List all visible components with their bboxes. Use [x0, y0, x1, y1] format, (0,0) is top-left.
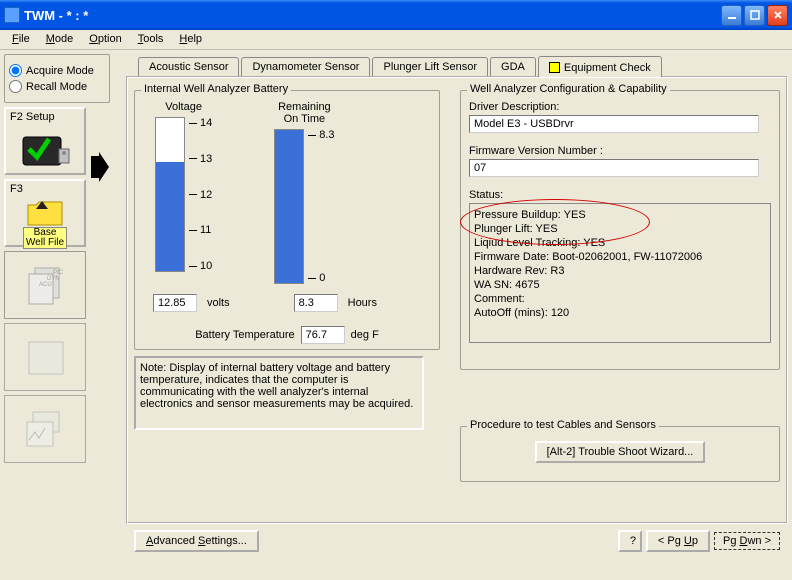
disabled-button-3 [4, 395, 86, 463]
menu-option[interactable]: Option [81, 30, 129, 49]
status-line: Plunger Lift: YES [474, 222, 766, 236]
tab-gda[interactable]: GDA [490, 57, 536, 76]
right-panel: Acoustic Sensor Dynamometer Sensor Plung… [112, 52, 790, 576]
note-text: Note: Display of internal battery voltag… [140, 362, 413, 410]
maximize-button[interactable] [744, 5, 765, 26]
voltage-bar [155, 117, 185, 272]
mode-groupbox: Acquire Mode Recall Mode [4, 54, 110, 103]
status-label: Status: [469, 189, 771, 201]
app-icon [4, 7, 20, 23]
disabled-button-1: P/C DYN ACU [4, 251, 86, 319]
note-panel: Note: Display of internal battery voltag… [134, 356, 424, 430]
status-line: Firmware Date: Boot-02062001, FW-1107200… [474, 250, 766, 264]
menubar: File Mode Option Tools Help [0, 30, 792, 50]
voltage-ticks: 1413121110 [185, 117, 212, 272]
voltage-value-input[interactable] [153, 294, 197, 312]
battery-temp-input[interactable] [301, 326, 345, 344]
config-groupbox: Well Analyzer Configuration & Capability… [460, 90, 780, 370]
disabled-button-2 [4, 323, 86, 391]
checkbox-icon [549, 62, 560, 73]
f2-label: F2 Setup [6, 109, 84, 125]
pgdn-button[interactable]: Pg Dwn > [714, 532, 780, 550]
remaining-units: Hours [348, 297, 377, 309]
remaining-label: Remaining On Time [278, 101, 331, 125]
bottom-row: Advanced Settings... ? < Pg Up Pg Dwn > [126, 524, 788, 558]
client-area: Acquire Mode Recall Mode F2 Setup F3 [0, 50, 792, 578]
procedure-title: Procedure to test Cables and Sensors [467, 419, 659, 431]
status-line: Pressure Buildup: YES [474, 208, 766, 222]
remaining-value-input[interactable] [294, 294, 338, 312]
voltage-label: Voltage [165, 101, 202, 113]
recall-mode-label: Recall Mode [26, 81, 87, 93]
remaining-bar [274, 129, 304, 284]
tab-plunger[interactable]: Plunger Lift Sensor [372, 57, 488, 76]
acquire-mode-label: Acquire Mode [26, 65, 94, 77]
tab-equipment-check[interactable]: Equipment Check [538, 56, 662, 77]
menu-help[interactable]: Help [171, 30, 210, 49]
status-line: WA SN: 4675 [474, 278, 766, 292]
arrow-icon [89, 152, 109, 182]
battery-group-title: Internal Well Analyzer Battery [141, 83, 291, 95]
menu-file[interactable]: File [4, 30, 38, 49]
voltage-units: volts [207, 297, 230, 309]
fw-input[interactable] [469, 159, 759, 177]
status-line: Hardware Rev: R3 [474, 264, 766, 278]
f3-icon: BaseWell File [6, 197, 84, 249]
remaining-ticks: 8.30 [304, 129, 334, 284]
f3-label: F3 [6, 181, 84, 197]
help-button[interactable]: ? [618, 530, 642, 552]
battery-groupbox: Internal Well Analyzer Battery Voltage 1… [134, 90, 440, 350]
status-line: AutoOff (mins): 120 [474, 306, 766, 320]
titlebar: TWM - * : * [0, 0, 792, 30]
svg-text:ACU: ACU [39, 282, 52, 288]
config-group-title: Well Analyzer Configuration & Capability [467, 83, 670, 95]
close-button[interactable] [767, 5, 788, 26]
driver-input[interactable] [469, 115, 759, 133]
battery-temp-units: deg F [351, 329, 379, 341]
left-panel: Acquire Mode Recall Mode F2 Setup F3 [2, 52, 112, 576]
status-line: Liqiud Level Tracking: YES [474, 236, 766, 250]
driver-label: Driver Description: [469, 101, 771, 113]
fw-label: Firmware Version Number : [469, 145, 771, 157]
battery-temp-label: Battery Temperature [195, 329, 294, 341]
f2-setup-button[interactable]: F2 Setup [4, 107, 86, 175]
procedure-groupbox: Procedure to test Cables and Sensors [Al… [460, 426, 780, 482]
menu-mode[interactable]: Mode [38, 30, 82, 49]
menu-tools[interactable]: Tools [130, 30, 172, 49]
pgup-button[interactable]: < Pg Up [646, 530, 710, 552]
tab-strip: Acoustic Sensor Dynamometer Sensor Plung… [126, 54, 788, 76]
recall-mode-radio[interactable] [9, 80, 22, 93]
acquire-mode-radio[interactable] [9, 64, 22, 77]
minimize-button[interactable] [721, 5, 742, 26]
tab-dynamometer[interactable]: Dynamometer Sensor [241, 57, 370, 76]
tab-page: Internal Well Analyzer Battery Voltage 1… [126, 76, 788, 524]
advanced-settings-button[interactable]: Advanced Settings... [134, 530, 259, 552]
f3-wellfile-button[interactable]: F3 BaseWell File [4, 179, 86, 247]
f2-icon [6, 125, 84, 173]
troubleshoot-button[interactable]: [Alt-2] Trouble Shoot Wizard... [535, 441, 706, 463]
status-line: Comment: [474, 292, 766, 306]
tab-acoustic[interactable]: Acoustic Sensor [138, 57, 239, 76]
status-box: Pressure Buildup: YESPlunger Lift: YESLi… [469, 203, 771, 343]
tab-equipment-label: Equipment Check [564, 62, 651, 74]
f3-sublabel: BaseWell File [23, 227, 67, 249]
window-title: TWM - * : * [24, 8, 721, 23]
